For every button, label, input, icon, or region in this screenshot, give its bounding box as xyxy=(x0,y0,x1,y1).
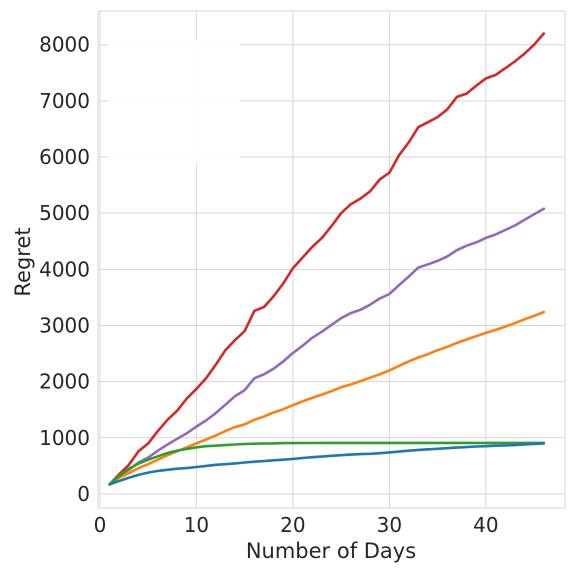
y-tick-label: 6000 xyxy=(39,145,90,169)
x-tick-label: 30 xyxy=(377,513,402,537)
series-line-2 xyxy=(108,207,546,486)
y-tick-label: 5000 xyxy=(39,201,90,225)
x-tick-label: 0 xyxy=(94,513,107,537)
series-line-1 xyxy=(108,32,546,486)
x-tick-label: 20 xyxy=(280,513,305,537)
x-tick-label: 40 xyxy=(473,513,498,537)
plot-frame xyxy=(97,10,566,509)
y-tick-label: 4000 xyxy=(39,257,90,281)
legend-box xyxy=(108,40,240,164)
gridlines xyxy=(98,11,565,508)
y-tick-labels: 0 1000 2000 3000 4000 5000 6000 7000 8000 xyxy=(39,33,90,506)
y-axis-label: Regret xyxy=(11,227,35,296)
x-tick-label: 10 xyxy=(184,513,209,537)
series-line-4 xyxy=(108,441,546,486)
x-tick-labels: 0 10 20 30 40 xyxy=(94,513,499,537)
y-tick-label: 2000 xyxy=(39,370,90,394)
y-tick-label: 0 xyxy=(77,482,90,506)
y-tick-label: 1000 xyxy=(39,426,90,450)
series-lines xyxy=(108,32,546,486)
y-tick-label: 7000 xyxy=(39,89,90,113)
y-tick-label: 8000 xyxy=(39,33,90,57)
x-axis-label: Number of Days xyxy=(246,539,416,563)
series-line-5 xyxy=(108,442,546,486)
y-tick-label: 3000 xyxy=(39,313,90,337)
